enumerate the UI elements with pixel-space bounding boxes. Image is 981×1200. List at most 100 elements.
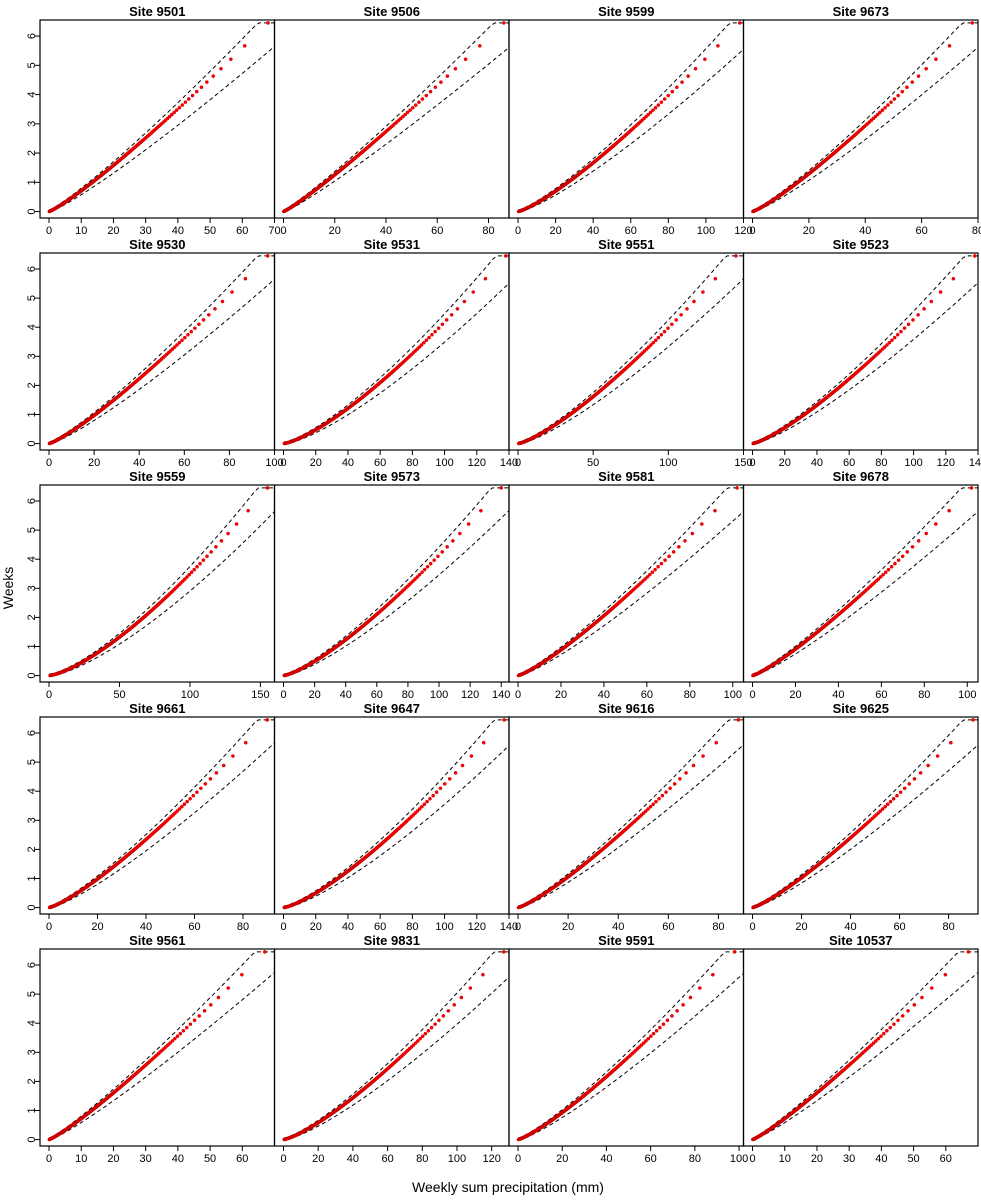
data-point bbox=[427, 335, 431, 340]
data-point bbox=[666, 93, 671, 98]
x-tick-label: 120 bbox=[734, 225, 752, 237]
data-point bbox=[174, 108, 179, 112]
data-point bbox=[417, 572, 422, 577]
data-point bbox=[234, 522, 239, 526]
panel-title: Site 9531 bbox=[364, 237, 420, 252]
data-point bbox=[211, 74, 216, 78]
data-point bbox=[192, 567, 197, 572]
data-point bbox=[172, 110, 176, 115]
data-point bbox=[185, 799, 189, 804]
x-tick-label: 80 bbox=[684, 689, 696, 701]
data-point bbox=[453, 771, 458, 775]
data-point bbox=[922, 307, 926, 311]
data-point bbox=[180, 338, 184, 343]
data-point bbox=[428, 561, 433, 566]
data-point bbox=[458, 531, 462, 536]
x-tick-label: 40 bbox=[380, 225, 392, 237]
data-point bbox=[900, 554, 905, 559]
data-point bbox=[656, 564, 660, 569]
x-tick-label: 60 bbox=[641, 689, 653, 701]
x-tick-label: 20 bbox=[107, 225, 119, 237]
data-point bbox=[701, 290, 705, 294]
data-point bbox=[408, 108, 412, 112]
data-point bbox=[947, 508, 951, 513]
panel-title: Site 9661 bbox=[129, 701, 185, 716]
data-point bbox=[265, 254, 270, 258]
panel: Site 9523020406080100120140 bbox=[742, 237, 981, 469]
x-tick-label: 60 bbox=[875, 689, 887, 701]
y-tick-label: 5 bbox=[26, 62, 38, 68]
envelope-upper bbox=[283, 719, 509, 907]
y-tick-label: 2 bbox=[26, 614, 38, 620]
x-tick-label: 20 bbox=[91, 921, 103, 933]
x-tick-label: 40 bbox=[844, 921, 856, 933]
envelope-lower bbox=[752, 46, 978, 213]
y-tick-label: 5 bbox=[26, 759, 38, 765]
data-point bbox=[924, 531, 929, 536]
envelope-lower bbox=[283, 46, 509, 213]
panel-title: Site 9678 bbox=[833, 469, 889, 484]
data-point bbox=[969, 486, 974, 490]
data-point bbox=[195, 564, 199, 569]
envelope-upper bbox=[517, 719, 744, 907]
data-point bbox=[266, 21, 270, 25]
panel: Site 9673020406080 bbox=[742, 4, 981, 237]
data-point bbox=[214, 771, 219, 775]
panel-frame bbox=[273, 484, 510, 683]
data-point bbox=[242, 44, 247, 48]
x-tick-label: 100 bbox=[265, 457, 283, 469]
x-tick-label: 0 bbox=[515, 689, 521, 701]
envelope-lower bbox=[518, 278, 744, 445]
y-tick-label: 6 bbox=[26, 730, 38, 736]
x-tick-label: 80 bbox=[482, 225, 494, 237]
data-point bbox=[647, 572, 652, 577]
data-point bbox=[195, 790, 199, 794]
data-point bbox=[445, 74, 450, 78]
data-point bbox=[911, 318, 915, 322]
envelope-upper bbox=[48, 719, 275, 907]
y-tick-label: 4 bbox=[26, 324, 38, 330]
y-tick-label: 0 bbox=[26, 905, 38, 911]
data-point bbox=[499, 486, 504, 490]
data-point bbox=[422, 802, 427, 807]
data-point bbox=[670, 89, 675, 94]
data-point bbox=[425, 799, 429, 804]
data-point bbox=[422, 567, 427, 572]
x-tick-label: 0 bbox=[46, 225, 52, 237]
data-point bbox=[502, 21, 506, 25]
x-tick-label: 0 bbox=[280, 689, 286, 701]
x-tick-label: 140 bbox=[492, 689, 510, 701]
data-point bbox=[214, 545, 218, 549]
data-point bbox=[678, 777, 682, 781]
y-tick-label: 0 bbox=[26, 209, 38, 215]
x-tick-label: 40 bbox=[612, 921, 624, 933]
data-point bbox=[205, 554, 209, 559]
data-point bbox=[430, 332, 434, 337]
data-point bbox=[910, 80, 915, 84]
data-point bbox=[916, 313, 920, 317]
x-tick-label: 20 bbox=[88, 457, 100, 469]
y-tick-label: 4 bbox=[26, 92, 38, 98]
data-point bbox=[194, 89, 199, 94]
panel-title: Site 9573 bbox=[364, 469, 420, 484]
data-point bbox=[177, 105, 182, 110]
data-point bbox=[180, 103, 185, 107]
x-tick-label: 80 bbox=[875, 457, 887, 469]
x-tick-label: 50 bbox=[204, 225, 216, 237]
data-point bbox=[735, 486, 739, 490]
data-point bbox=[265, 718, 270, 722]
data-point bbox=[659, 100, 664, 104]
data-point bbox=[463, 57, 468, 62]
x-tick-label: 100 bbox=[659, 457, 677, 469]
data-point bbox=[651, 108, 655, 112]
data-point bbox=[440, 322, 445, 327]
panel-frame bbox=[742, 252, 979, 451]
x-tick-label: 80 bbox=[662, 225, 674, 237]
envelope-upper bbox=[752, 719, 978, 907]
data-point bbox=[675, 85, 679, 90]
x-tick-label: 0 bbox=[280, 225, 286, 237]
data-point bbox=[436, 326, 441, 330]
